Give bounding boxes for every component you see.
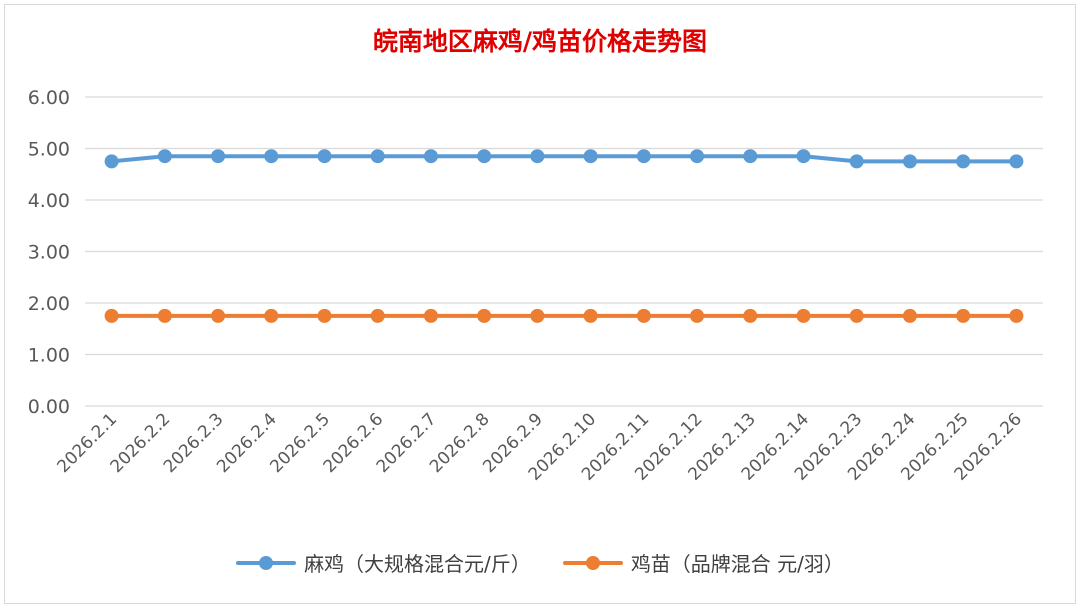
series-2-point <box>317 308 332 323</box>
y-tick-label: 2.00 <box>28 293 70 315</box>
series-2-point <box>743 308 758 323</box>
series-1-point <box>583 149 598 164</box>
series-1-point <box>1009 154 1024 169</box>
series-2-point <box>157 308 172 323</box>
series-1-point <box>104 154 119 169</box>
series-1-point <box>317 149 332 164</box>
series-line-1 <box>109 154 1019 164</box>
series-2-point <box>264 308 279 323</box>
legend-swatch-series-1 <box>236 551 297 575</box>
chart-title: 皖南地区麻鸡/鸡苗价格走势图 <box>372 27 708 56</box>
series-2-point <box>583 308 598 323</box>
series-1-point <box>902 154 917 169</box>
legend-item-series-1: 麻鸡（大规格混合元/斤） <box>236 548 531 577</box>
series-2-point <box>902 308 917 323</box>
series-1-point <box>370 149 385 164</box>
series-1-point <box>530 149 545 164</box>
y-tick-label: 4.00 <box>28 190 70 212</box>
series-2-point <box>956 308 971 323</box>
y-tick-label: 6.00 <box>28 87 70 109</box>
series-1-point <box>264 149 279 164</box>
series-1-point <box>849 154 864 169</box>
series-1-point <box>690 149 705 164</box>
series-2-point <box>211 308 226 323</box>
series-1-point <box>796 149 811 164</box>
series-2-point <box>104 308 119 323</box>
series-1-point <box>636 149 651 164</box>
series-1-point <box>157 149 172 164</box>
series-1-point <box>956 154 971 169</box>
y-tick-label: 3.00 <box>28 242 70 264</box>
series-2-point <box>423 308 438 323</box>
series-2-point <box>370 308 385 323</box>
series-1-point <box>423 149 438 164</box>
series-1-point <box>477 149 492 164</box>
legend-swatch-series-2 <box>562 551 623 575</box>
series-1-point <box>743 149 758 164</box>
chart-legend: 麻鸡（大规格混合元/斤） 鸡苗（品牌混合 元/羽） <box>0 548 1080 577</box>
y-tick-label: 1.00 <box>28 345 70 367</box>
series-2-point <box>530 308 545 323</box>
series-2-point <box>636 308 651 323</box>
series-2-point <box>477 308 492 323</box>
y-tick-label: 5.00 <box>28 139 70 161</box>
series-1-point <box>211 149 226 164</box>
series-2-point <box>690 308 705 323</box>
series-2-point <box>796 308 811 323</box>
legend-label-series-1: 麻鸡（大规格混合元/斤） <box>304 552 531 576</box>
chart-frame <box>4 4 1076 604</box>
legend-label-series-2: 鸡苗（品牌混合 元/羽） <box>630 552 844 576</box>
series-2-point <box>849 308 864 323</box>
y-tick-label: 0.00 <box>28 396 70 418</box>
series-2-point <box>1009 308 1024 323</box>
legend-item-series-2: 鸡苗（品牌混合 元/羽） <box>562 548 844 577</box>
